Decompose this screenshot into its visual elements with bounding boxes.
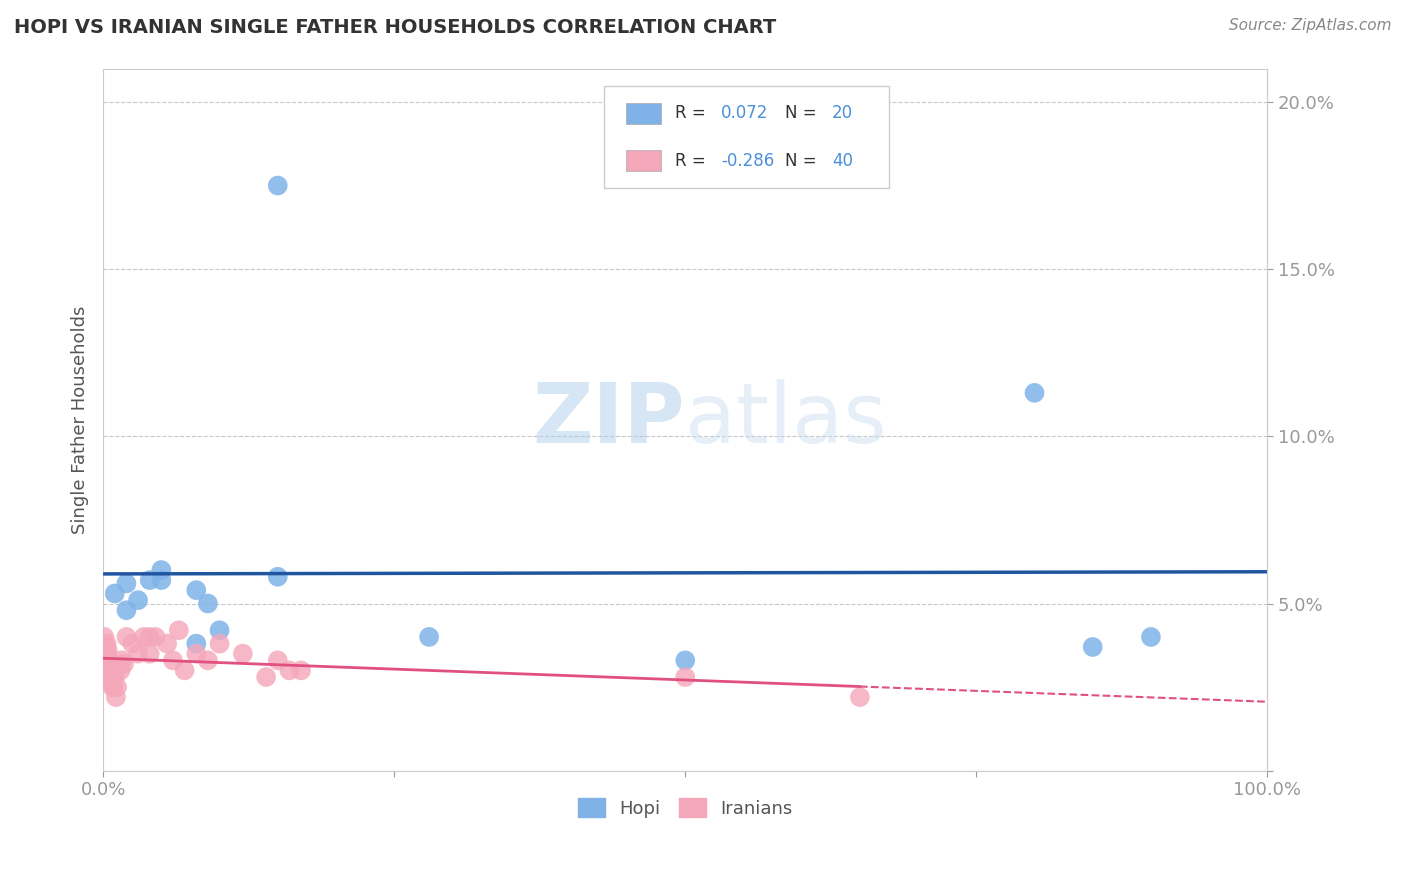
Point xyxy=(97,653,120,667)
Text: R =: R = xyxy=(675,152,711,169)
Point xyxy=(673,670,696,684)
FancyBboxPatch shape xyxy=(603,86,889,188)
Point xyxy=(418,630,440,644)
Point xyxy=(167,624,190,638)
Point xyxy=(97,643,120,657)
Point xyxy=(104,690,127,705)
Text: R =: R = xyxy=(675,104,711,122)
Point xyxy=(115,603,138,617)
Point xyxy=(267,570,290,584)
Point xyxy=(97,664,120,678)
Point xyxy=(186,583,208,598)
Point xyxy=(1081,640,1104,654)
Point xyxy=(101,680,124,694)
Point xyxy=(132,630,155,644)
Point xyxy=(138,647,160,661)
Y-axis label: Single Father Households: Single Father Households xyxy=(72,305,89,533)
Point xyxy=(145,630,167,644)
Point xyxy=(98,670,121,684)
Point xyxy=(127,647,149,661)
Point xyxy=(100,673,122,688)
Point xyxy=(186,637,208,651)
Point xyxy=(104,586,127,600)
Bar xyxy=(626,103,661,124)
Text: 20: 20 xyxy=(832,104,853,122)
Point xyxy=(105,680,128,694)
Point xyxy=(849,690,872,705)
Legend: Hopi, Iranians: Hopi, Iranians xyxy=(571,791,800,825)
Text: N =: N = xyxy=(786,104,823,122)
Point xyxy=(93,630,115,644)
Point xyxy=(115,576,138,591)
Point xyxy=(121,637,143,651)
Text: Source: ZipAtlas.com: Source: ZipAtlas.com xyxy=(1229,18,1392,33)
Point xyxy=(150,573,173,587)
Point xyxy=(115,630,138,644)
Point xyxy=(98,657,121,671)
Text: 40: 40 xyxy=(832,152,853,169)
Point xyxy=(150,563,173,577)
Point xyxy=(232,647,254,661)
Point xyxy=(104,670,127,684)
Point xyxy=(197,653,219,667)
Point xyxy=(186,647,208,661)
Point xyxy=(156,637,179,651)
Point xyxy=(127,593,149,607)
Point xyxy=(290,664,312,678)
Point xyxy=(111,653,134,667)
Point xyxy=(138,573,160,587)
Point xyxy=(673,653,696,667)
Point xyxy=(267,653,290,667)
Point xyxy=(94,640,117,654)
Point xyxy=(197,597,219,611)
Point xyxy=(96,637,118,651)
Point xyxy=(173,664,195,678)
Point xyxy=(103,680,125,694)
Point xyxy=(267,178,290,193)
Point xyxy=(112,657,135,671)
Point xyxy=(1140,630,1163,644)
Point xyxy=(278,664,301,678)
Point xyxy=(110,664,132,678)
Text: HOPI VS IRANIAN SINGLE FATHER HOUSEHOLDS CORRELATION CHART: HOPI VS IRANIAN SINGLE FATHER HOUSEHOLDS… xyxy=(14,18,776,37)
Point xyxy=(254,670,277,684)
Text: atlas: atlas xyxy=(685,379,887,460)
Point xyxy=(1024,385,1046,400)
Point xyxy=(208,624,231,638)
Text: N =: N = xyxy=(786,152,823,169)
Text: 0.072: 0.072 xyxy=(721,104,769,122)
Point xyxy=(208,637,231,651)
Point xyxy=(101,664,124,678)
Point xyxy=(96,647,118,661)
Point xyxy=(138,630,160,644)
Point xyxy=(162,653,184,667)
Text: ZIP: ZIP xyxy=(533,379,685,460)
Bar xyxy=(626,150,661,171)
Text: -0.286: -0.286 xyxy=(721,152,775,169)
